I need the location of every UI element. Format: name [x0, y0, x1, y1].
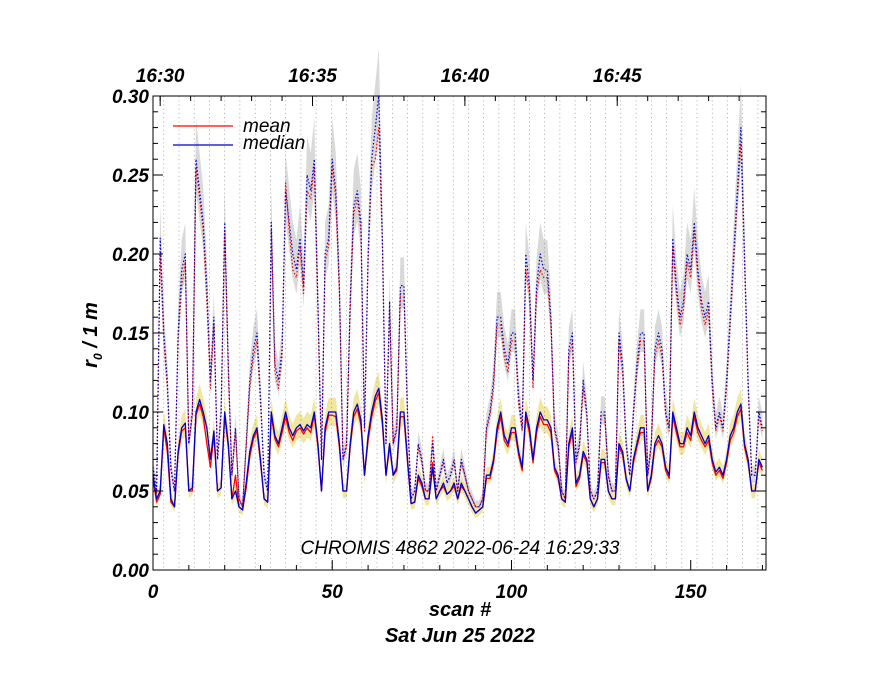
y-axis-title: r0 / 1 m: [80, 302, 105, 368]
y-tick-label: 0.10: [112, 403, 149, 424]
x-axis-title: scan #: [429, 599, 492, 621]
median-high-line: [152, 95, 763, 508]
x-tick-label: 0: [148, 582, 159, 603]
legend-label-mean: mean: [243, 116, 291, 137]
spread-bands: [153, 48, 763, 519]
y-axis-title-unit: / 1 m: [80, 302, 102, 353]
x-tick-label: 100: [496, 582, 528, 603]
time-tick-label: 16:30: [136, 66, 185, 87]
legend-label-median: median: [243, 133, 305, 154]
y-axis-title-main: r: [80, 359, 102, 368]
data-series: [152, 95, 763, 514]
y-tick-label: 0.25: [112, 166, 149, 187]
x-tick-label: 150: [675, 582, 707, 603]
time-tick-label: 16:40: [441, 66, 490, 87]
y-tick-label: 0.00: [112, 561, 149, 582]
x-tick-labels: 0 50 100 150: [148, 582, 707, 603]
y-tick-label: 0.20: [112, 245, 149, 266]
x-tick-label: 50: [322, 582, 344, 603]
date-label: Sat Jun 25 2022: [385, 625, 535, 647]
y-tick-labels: 0.00 0.05 0.10 0.15 0.20 0.25 0.30: [112, 87, 149, 582]
y-axis-title-subscript: 0: [91, 353, 105, 360]
y-tick-label: 0.30: [112, 87, 149, 108]
y-tick-label: 0.05: [112, 482, 149, 503]
time-tick-label: 16:45: [593, 66, 642, 87]
axis-ticks: [152, 95, 766, 571]
low-spread-band: [153, 371, 763, 519]
time-tick-label: 16:35: [288, 66, 337, 87]
legend: mean median: [173, 116, 305, 154]
median-low-line: [152, 387, 763, 514]
y-tick-label: 0.15: [112, 324, 149, 345]
time-tick-labels: 16:30 16:35 16:40 16:45: [136, 66, 642, 87]
chart-annotation: CHROMIS 4862 2022-06-24 16:29:33: [301, 538, 620, 559]
